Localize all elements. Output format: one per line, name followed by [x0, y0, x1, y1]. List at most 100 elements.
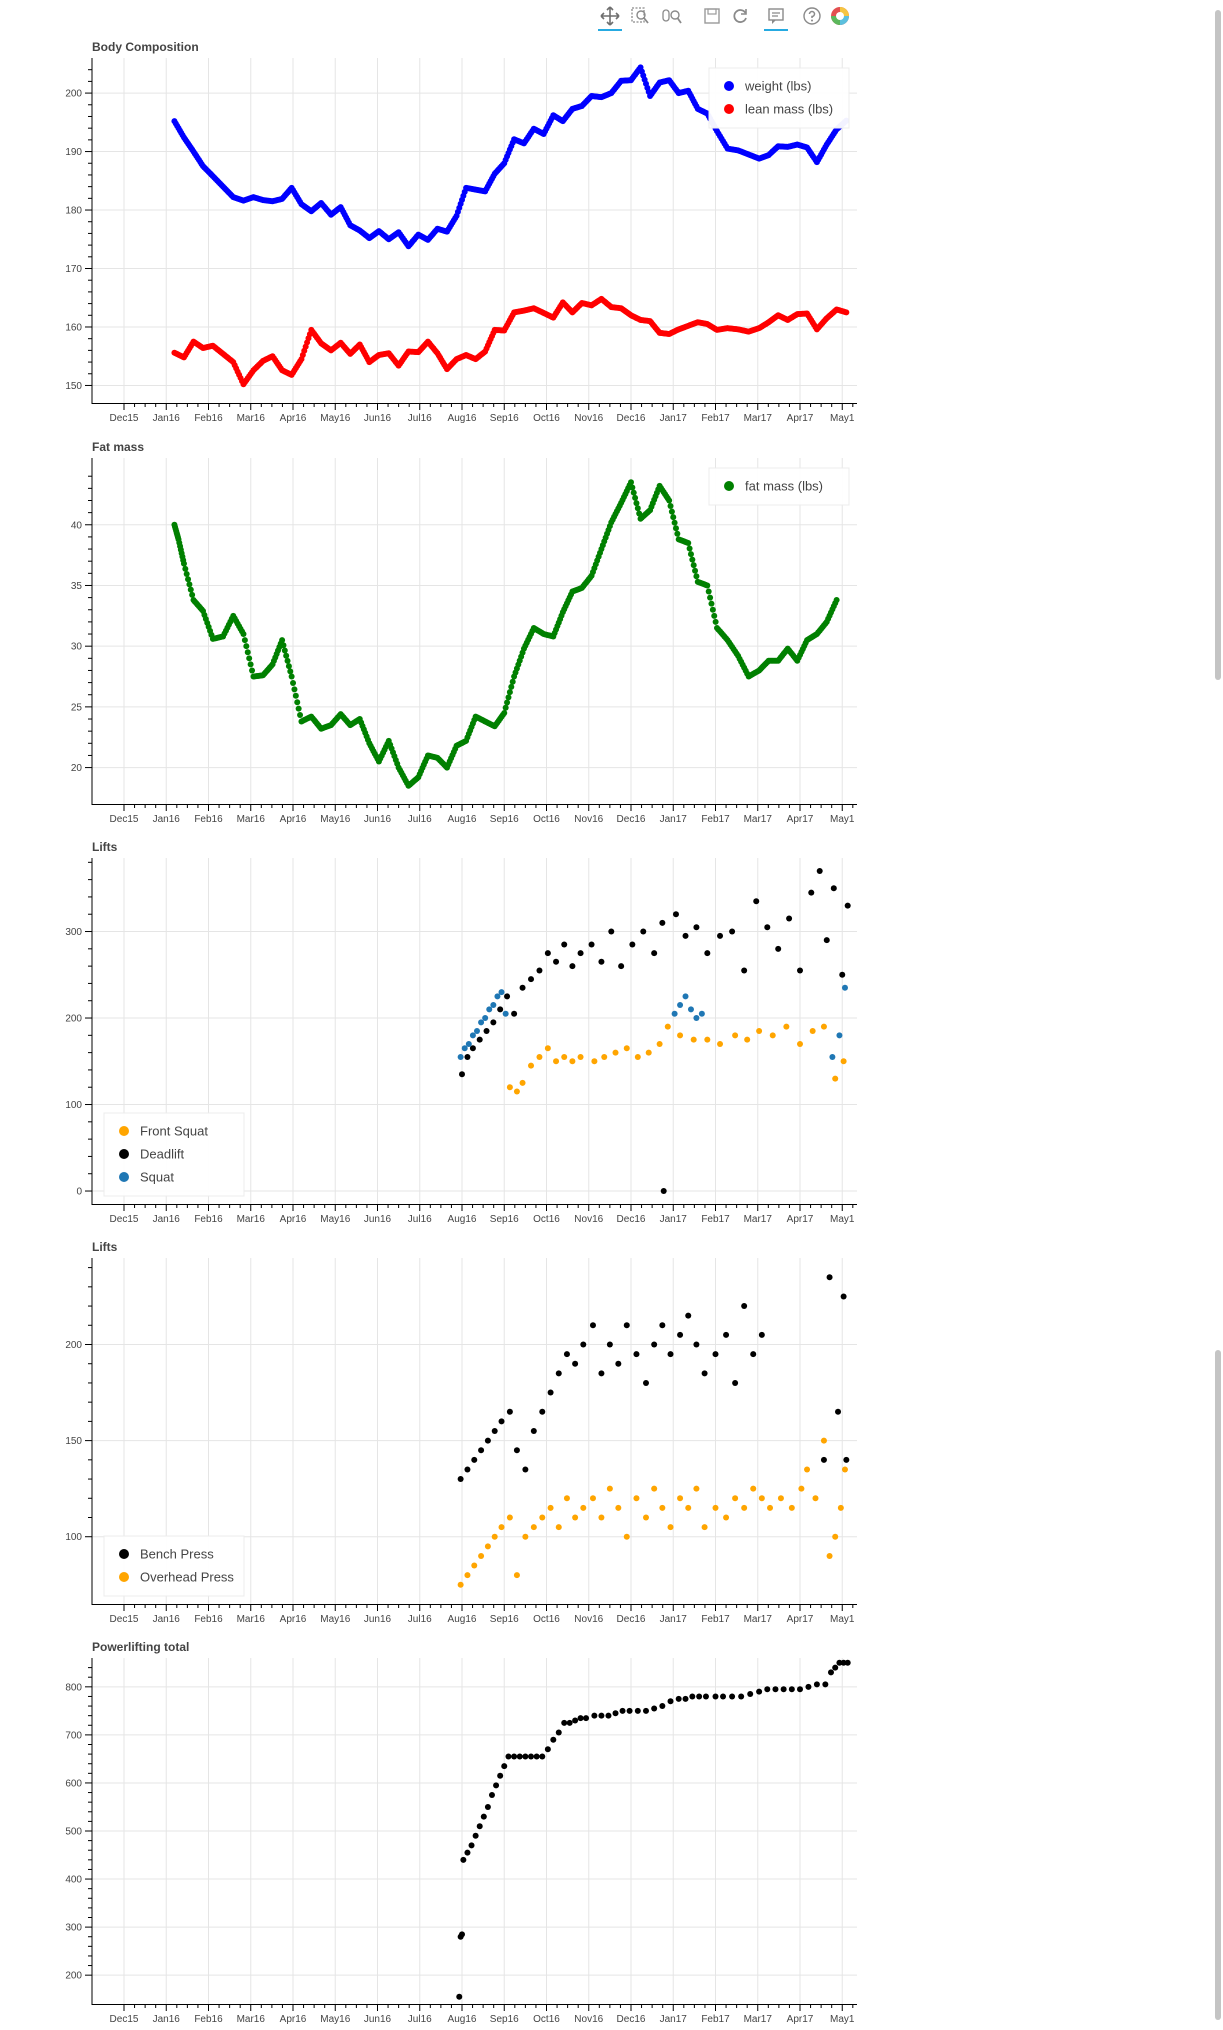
- data-point: [606, 1341, 613, 1348]
- scrollbar[interactable]: [1212, 0, 1223, 2030]
- data-point: [797, 1686, 803, 1693]
- chart-panel[interactable]: Lifts Dec15 Jan16 Feb16 Mar16 Apr16 May16 Jun16…: [65, 1240, 857, 1625]
- data-point: [707, 594, 714, 601]
- plot-area[interactable]: [171, 64, 850, 388]
- x-tick-label: Feb17: [701, 1614, 730, 1625]
- data-point: [469, 1045, 476, 1052]
- data-point: [629, 484, 636, 491]
- data-point: [671, 519, 678, 526]
- data-point: [689, 556, 696, 563]
- data-point: [672, 525, 679, 532]
- x-tick-label: Sep16: [490, 1614, 519, 1625]
- data-point: [812, 1495, 819, 1502]
- x-tick-label: Sep16: [490, 814, 519, 825]
- x-tick-label: Jan16: [153, 1214, 181, 1225]
- wheel-zoom-tool[interactable]: [658, 2, 686, 30]
- data-point: [605, 1712, 612, 1719]
- data-point: [506, 689, 513, 696]
- chart-panel[interactable]: Powerlifting total Dec15 Jan16 Feb16 Mar16 Ap…: [65, 1640, 857, 2025]
- data-point: [732, 1379, 739, 1386]
- data-point: [717, 932, 724, 939]
- legend-item[interactable]: Squat: [119, 1170, 174, 1185]
- x-tick-label: Oct16: [533, 413, 560, 424]
- data-point: [591, 1712, 598, 1719]
- chart-panel[interactable]: Body Composition Dec15 Jan16 Feb16 Mar16 Apr1…: [65, 40, 857, 424]
- data-point: [689, 1693, 696, 1700]
- x-tick-label: Jul16: [408, 413, 432, 424]
- series: [171, 479, 840, 789]
- save-tool[interactable]: [698, 2, 726, 30]
- data-point: [843, 309, 850, 316]
- legend: Bench Press Overhead Press: [103, 1535, 245, 1597]
- legend-item[interactable]: Overhead Press: [119, 1570, 234, 1585]
- plot-area[interactable]: [456, 1659, 851, 2000]
- data-point: [484, 1803, 491, 1810]
- y-tick-label: 700: [65, 1730, 82, 1741]
- y-tick-label: 150: [65, 381, 82, 392]
- data-point: [555, 1370, 562, 1377]
- y-tick-label: 300: [65, 927, 82, 938]
- x-tick-label: Feb17: [701, 1214, 730, 1225]
- data-point: [832, 1075, 839, 1082]
- data-point: [539, 1753, 546, 1760]
- data-point: [629, 941, 636, 948]
- data-point: [813, 1681, 820, 1688]
- x-tick-label: Jan17: [660, 1614, 688, 1625]
- data-point: [659, 919, 666, 926]
- legend-item[interactable]: Front Squat: [119, 1124, 208, 1139]
- x-tick-label: Dec15: [110, 413, 139, 424]
- reset-tool[interactable]: [726, 2, 754, 30]
- hover-tool[interactable]: [762, 2, 790, 31]
- y-tick-label: 500: [65, 1827, 82, 1838]
- plot-area[interactable]: [171, 479, 840, 789]
- data-point: [840, 1293, 847, 1300]
- scrollbar-thumb[interactable]: [1215, 10, 1221, 680]
- data-point: [588, 941, 595, 948]
- plot-area[interactable]: [457, 1274, 850, 1588]
- data-point: [633, 1351, 640, 1358]
- legend-item[interactable]: Bench Press: [119, 1547, 214, 1562]
- plot-area[interactable]: [457, 867, 851, 1195]
- data-point: [244, 649, 251, 656]
- series: [459, 867, 851, 1195]
- y-tick-label: 180: [65, 206, 82, 217]
- data-point: [666, 497, 673, 504]
- x-tick-label: Feb16: [194, 814, 223, 825]
- data-point: [753, 898, 760, 905]
- data-point: [589, 1322, 596, 1329]
- data-point: [241, 637, 248, 644]
- x-tick-label: Jan16: [153, 814, 181, 825]
- data-point: [720, 1693, 727, 1700]
- pan-tool[interactable]: [596, 2, 624, 31]
- scrollbar-thumb[interactable]: [1215, 1350, 1221, 2020]
- data-point: [498, 989, 505, 996]
- legend-item[interactable]: fat mass (lbs): [724, 479, 823, 494]
- data-point: [822, 1681, 829, 1688]
- data-point: [577, 950, 584, 957]
- box-zoom-tool[interactable]: [626, 2, 654, 30]
- data-point: [572, 1717, 579, 1724]
- chart-panel[interactable]: Lifts Dec15 Jan16 Feb16 Mar16 Apr16 May16 Jun16…: [65, 840, 857, 1225]
- data-point: [561, 1719, 568, 1726]
- data-point: [687, 1006, 694, 1013]
- x-tick-label: Jun16: [364, 1614, 392, 1625]
- data-point: [830, 885, 837, 892]
- data-point: [615, 1360, 622, 1367]
- data-point: [561, 941, 568, 948]
- x-tick-label: Jun16: [364, 2014, 392, 2025]
- data-point: [704, 950, 711, 957]
- legend: fat mass (lbs): [708, 467, 850, 506]
- legend-item[interactable]: lean mass (lbs): [724, 102, 833, 117]
- legend-item[interactable]: weight (lbs): [724, 79, 811, 94]
- data-point: [704, 582, 711, 589]
- legend-item[interactable]: Deadlift: [119, 1147, 184, 1162]
- bokeh-logo[interactable]: [826, 2, 854, 30]
- data-point: [705, 588, 712, 595]
- data-point: [633, 1495, 640, 1502]
- help-tool[interactable]: [798, 2, 826, 30]
- x-tick-label: Mar16: [237, 1614, 266, 1625]
- data-point: [758, 1331, 765, 1338]
- data-point: [505, 694, 512, 701]
- x-tick-label: Jul16: [408, 1614, 432, 1625]
- chart-panel[interactable]: Fat mass Dec15 Jan16 Feb16 Mar16 Apr16 May16 Ju…: [71, 440, 857, 825]
